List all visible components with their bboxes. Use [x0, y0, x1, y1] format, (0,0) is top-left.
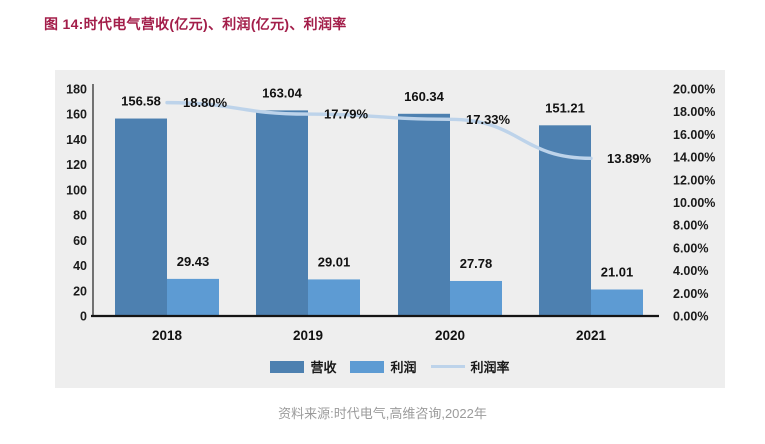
left-axis-tick: 120 — [66, 158, 87, 172]
right-axis-tick: 10.00% — [673, 196, 715, 210]
right-axis-tick: 20.00% — [673, 83, 715, 97]
profit-bar — [450, 280, 502, 316]
legend-label: 利润 — [390, 360, 417, 375]
right-axis-tick: 14.00% — [673, 151, 715, 165]
revenue-bar — [115, 118, 167, 316]
profit-value-label: 21.01 — [601, 265, 634, 280]
right-axis-tick: 4.00% — [673, 264, 708, 278]
legend-label: 利润率 — [470, 360, 510, 375]
rate-value-label: 17.79% — [324, 107, 369, 122]
chart-legend: 营收 利润 利润率 — [55, 357, 725, 376]
left-axis-tick: 160 — [66, 108, 87, 122]
legend-item: 利润率 — [430, 357, 510, 376]
right-axis-tick: 0.00% — [673, 310, 708, 324]
left-axis-tick: 60 — [73, 234, 87, 248]
chart-canvas: 0 20 40 60 80 100 120 140 160 180 0.00% 2.00% 4.00% 6… — [66, 83, 715, 344]
legend-label: 营收 — [310, 360, 337, 375]
right-axis-tick: 2.00% — [673, 287, 708, 301]
profit-value-label: 27.78 — [460, 256, 493, 271]
rate-line — [165, 100, 593, 161]
right-axis-tick: 18.00% — [673, 105, 715, 119]
left-axis-tick: 0 — [80, 310, 87, 324]
revenue-bar — [539, 125, 591, 316]
rate-value-label: 18.80% — [183, 95, 228, 110]
profit-bar — [591, 289, 643, 316]
revenue-bar — [398, 113, 450, 316]
revenue-bar — [256, 110, 308, 316]
right-axis-tick: 8.00% — [673, 219, 708, 233]
rate-value-label: 17.33% — [466, 112, 511, 127]
revenue-value-label: 160.34 — [404, 89, 445, 104]
chart-panel: 0 20 40 60 80 100 120 140 160 180 0.00% 2.00% 4.00% 6… — [55, 70, 725, 388]
legend-line-swatch — [430, 365, 465, 368]
category-label: 2019 — [293, 328, 323, 343]
revenue-value-label: 151.21 — [545, 100, 585, 115]
category-label: 2021 — [576, 328, 607, 343]
left-axis-tick: 100 — [66, 183, 87, 197]
legend-item: 营收 — [270, 357, 336, 376]
left-axis-tick: 80 — [73, 209, 87, 223]
right-axis-tick: 12.00% — [673, 173, 715, 187]
left-axis-tick: 40 — [73, 259, 87, 273]
profit-bar — [308, 279, 360, 316]
profit-bar — [167, 278, 219, 316]
right-axis-tick: 16.00% — [673, 128, 715, 142]
left-axis-tick: 180 — [66, 83, 87, 97]
source-note: 资料来源:时代电气,高维咨询,2022年 — [278, 406, 487, 421]
legend-bar-swatch — [350, 360, 385, 373]
profit-value-label: 29.01 — [318, 254, 351, 269]
left-axis-tick: 140 — [66, 133, 87, 147]
category-label: 2020 — [435, 328, 465, 343]
revenue-value-label: 163.04 — [262, 85, 303, 100]
legend-bar-swatch — [270, 360, 305, 373]
legend-item: 利润 — [350, 357, 417, 376]
profit-value-label: 29.43 — [177, 254, 210, 269]
left-axis-tick: 20 — [73, 284, 87, 298]
rate-value-label: 13.89% — [607, 151, 652, 166]
right-axis-tick: 6.00% — [673, 241, 708, 255]
category-label: 2018 — [152, 328, 183, 343]
figure-title: 图 14:时代电气营收(亿元)、利润(亿元)、利润率 — [44, 16, 347, 32]
revenue-value-label: 156.58 — [121, 94, 161, 109]
